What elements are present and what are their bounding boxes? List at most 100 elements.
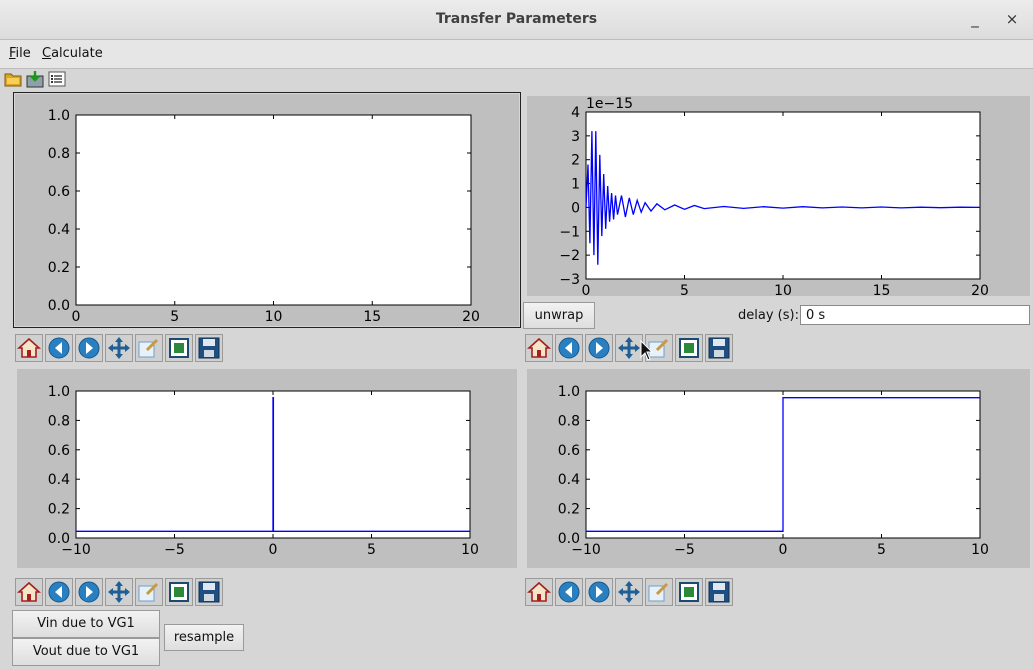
vout-due-to-vg1-button[interactable]: Vout due to VG1 [12,638,160,666]
zoom-icon[interactable] [135,334,163,362]
back-icon[interactable] [45,578,73,606]
y-tick-label: 0.2 [48,260,70,276]
unwrap-button[interactable]: unwrap [523,302,595,329]
y-tick-label: 2 [571,153,580,169]
x-tick-label: −10 [61,542,91,558]
back-icon[interactable] [45,334,73,362]
y-tick-label: −2 [559,248,580,264]
save-icon[interactable] [705,334,733,362]
y-tick-label: 0.8 [48,413,70,429]
y-tick-label: 0.6 [48,443,70,459]
window-title: Transfer Parameters [435,11,598,27]
mouse-cursor-icon [640,340,654,361]
x-tick-label: −5 [164,542,185,558]
plot-panel-top-left[interactable]: 0 5 10 15 20 0.0 0.2 0.4 0.6 0.8 1.0 [13,92,521,328]
home-icon[interactable] [15,578,43,606]
pan-icon[interactable] [105,334,133,362]
series-line [76,397,470,532]
delay-label: delay (s): [738,308,799,323]
y-tick-label: 0.0 [48,298,70,314]
y-tick-label: 0.4 [48,472,70,488]
x-tick-label: 5 [680,283,689,296]
series-line [585,131,981,265]
x-tick-label: 15 [873,283,891,296]
y-tick-label: 4 [571,105,580,121]
x-tick-label: 10 [971,542,989,558]
y-tick-label: 0.4 [558,472,580,488]
x-tick-label: 5 [877,542,886,558]
pan-icon[interactable] [615,334,643,362]
y-tick-label: 1.0 [48,108,70,124]
x-tick-label: −10 [571,542,601,558]
back-icon[interactable] [555,334,583,362]
title-bar: Transfer Parameters _ × [0,0,1033,40]
x-tick-label: 0 [72,309,81,325]
forward-icon[interactable] [75,334,103,362]
x-tick-label: 10 [774,283,792,296]
forward-icon[interactable] [75,578,103,606]
zoom-icon[interactable] [645,334,673,362]
y-tick-label: −3 [559,272,580,288]
y-tick-label: 0.8 [558,413,580,429]
x-tick-label: 15 [363,309,381,325]
subplots-icon[interactable] [675,578,703,606]
y-tick-label: 0.0 [48,531,70,547]
plot-panel-top-right[interactable]: 0 5 10 15 20 −3 −2 −1 0 1 2 3 4 1e−15 [527,96,1030,296]
zoom-icon[interactable] [135,578,163,606]
x-tick-label: 10 [461,542,479,558]
x-tick-label: 0 [582,283,591,296]
menu-bar: File Calculate [0,40,1033,69]
y-tick-label: 0.8 [48,146,70,162]
x-tick-label: 0 [779,542,788,558]
pan-icon[interactable] [615,578,643,606]
properties-list-icon[interactable] [48,70,66,88]
chart-bottom-left: −10 −5 0 5 10 0.0 0.2 0.4 0.6 0.8 1.0 [48,384,479,558]
home-icon[interactable] [525,334,553,362]
plot-area [75,114,472,306]
forward-icon[interactable] [585,578,613,606]
y-tick-label: 0.2 [48,502,70,518]
x-tick-label: 5 [367,542,376,558]
y-tick-label: 0.6 [558,443,580,459]
plot-area [585,111,981,280]
forward-icon[interactable] [585,334,613,362]
save-icon[interactable] [195,578,223,606]
subplots-icon[interactable] [165,578,193,606]
y-tick-label: 1 [571,177,580,193]
delay-field[interactable] [800,305,1030,325]
zoom-icon[interactable] [645,578,673,606]
y-tick-label: −1 [559,224,580,240]
home-icon[interactable] [525,578,553,606]
x-tick-label: 20 [971,283,989,296]
x-tick-label: 10 [265,309,283,325]
open-folder-icon[interactable] [4,70,22,88]
subplots-icon[interactable] [165,334,193,362]
minimize-button[interactable]: _ [971,10,979,28]
resample-button[interactable]: resample [164,624,244,651]
x-tick-label: 0 [269,542,278,558]
y-tick-label: 0.0 [558,531,580,547]
plot-panel-bottom-right[interactable]: −10 −5 0 5 10 0.0 0.2 0.4 0.6 0.8 1.0 [527,369,1030,568]
vin-due-to-vg1-button[interactable]: Vin due to VG1 [12,610,160,638]
pan-icon[interactable] [105,578,133,606]
back-icon[interactable] [555,578,583,606]
menu-file[interactable]: File [9,46,31,61]
y-tick-label: 0.4 [48,222,70,238]
chart-bottom-right: −10 −5 0 5 10 0.0 0.2 0.4 0.6 0.8 1.0 [558,384,989,558]
y-tick-label: 0.2 [558,502,580,518]
chart-top-right: 0 5 10 15 20 −3 −2 −1 0 1 2 3 4 1e−15 [559,96,989,296]
y-offset-label: 1e−15 [586,96,633,112]
save-icon[interactable] [705,578,733,606]
home-icon[interactable] [15,334,43,362]
y-tick-label: 1.0 [558,384,580,400]
x-tick-label: 20 [462,309,480,325]
y-tick-label: 3 [571,129,580,145]
x-tick-label: −5 [674,542,695,558]
plot-panel-bottom-left[interactable]: −10 −5 0 5 10 0.0 0.2 0.4 0.6 0.8 1.0 [17,369,517,568]
save-icon[interactable] [195,334,223,362]
menu-calculate[interactable]: Calculate [42,46,103,61]
save-download-icon[interactable] [26,70,44,88]
y-tick-label: 1.0 [48,384,70,400]
close-button[interactable]: × [1005,10,1019,28]
subplots-icon[interactable] [675,334,703,362]
